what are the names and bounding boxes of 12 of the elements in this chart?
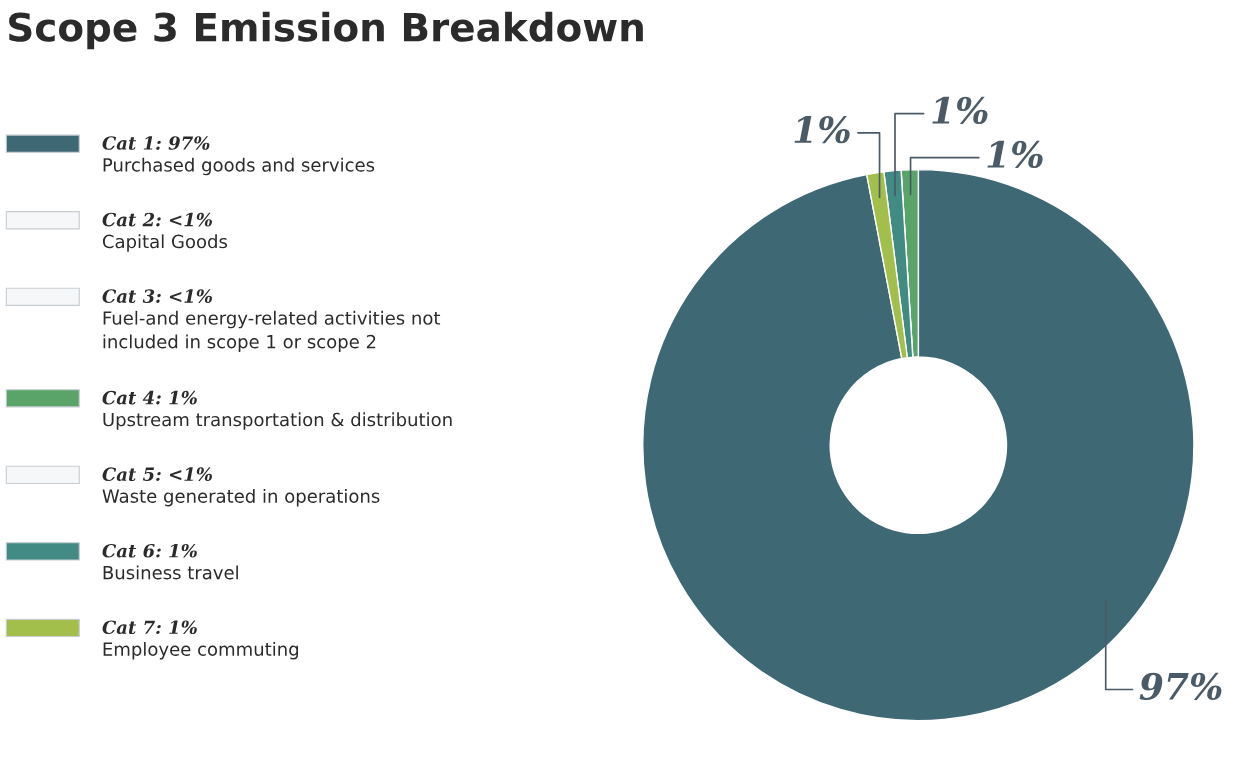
legend-label: Cat 2: <1% Capital Goods [102,212,228,252]
legend-label: Cat 7: 1% Employee commuting [102,620,299,660]
data-label: 97% [1139,672,1222,700]
legend-label: Cat 1: 97% Purchased goods and services [102,136,375,176]
legend-label: Cat 4: 1% Upstream transportation & distribution [102,390,452,430]
data-label: 1% [794,116,850,144]
legend-label: Cat 3: <1% Fuel-and energy-related activities not included in scope 1 or scope 2 [102,289,441,352]
data-label: 1% [932,96,988,125]
legend-label: Cat 5: <1% Waste generated in operations [102,467,380,507]
data-label: 1% [987,140,1043,169]
legend-label: Cat 6: 1% Business travel [102,543,238,580]
chart-title: Scope 3 Emission Breakdown [9,11,643,50]
